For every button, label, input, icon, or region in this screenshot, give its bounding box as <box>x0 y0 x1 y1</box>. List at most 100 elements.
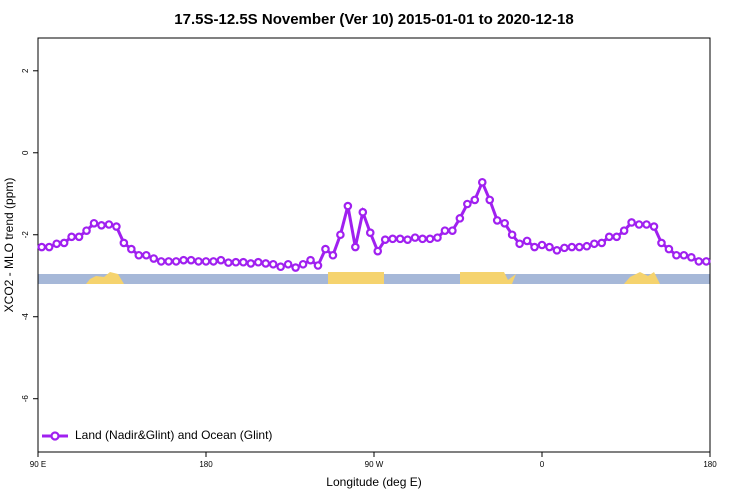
data-point <box>507 230 517 240</box>
data-point <box>239 257 248 267</box>
data-point <box>597 238 607 248</box>
data-point <box>104 220 114 229</box>
x-tick-label: 90 W <box>365 460 384 469</box>
data-point <box>560 243 569 253</box>
data-point <box>410 233 420 242</box>
data-point <box>351 242 360 252</box>
data-point <box>149 254 159 263</box>
data-point <box>537 240 547 250</box>
data-point <box>89 218 99 228</box>
data-point <box>672 250 681 260</box>
data-point <box>291 263 300 272</box>
legend-label: Land (Nadir&Glint) and Ocean (Glint) <box>75 428 272 442</box>
data-point <box>485 195 495 205</box>
data-point <box>44 242 54 252</box>
data-point <box>492 216 502 225</box>
data-point <box>477 177 487 187</box>
data-point <box>380 235 390 244</box>
data-point <box>216 255 226 265</box>
data-point <box>97 221 106 230</box>
data-point <box>179 255 188 265</box>
data-point <box>619 226 629 235</box>
y-tick-label: -2 <box>21 231 30 239</box>
data-point <box>209 257 218 266</box>
data-point <box>687 252 696 262</box>
data-point <box>313 261 323 270</box>
data-point <box>470 195 480 205</box>
data-point <box>119 238 129 248</box>
data-point <box>201 257 211 266</box>
y-tick-label: 2 <box>21 68 30 73</box>
data-point <box>343 201 353 211</box>
data-point <box>582 241 592 251</box>
data-point <box>127 244 136 254</box>
data-point <box>433 233 442 242</box>
data-point <box>500 218 509 228</box>
data-point <box>253 257 263 267</box>
y-axis-label: XCO2 - MLO trend (ppm) <box>2 178 16 313</box>
data-point <box>522 236 532 246</box>
data-point <box>515 239 524 249</box>
data-point <box>156 257 166 266</box>
data-point <box>134 250 144 260</box>
data-point <box>268 259 278 269</box>
data-point <box>627 218 636 227</box>
data-point <box>694 257 704 266</box>
data-point <box>530 242 539 252</box>
data-point <box>612 232 621 242</box>
data-point <box>567 242 577 252</box>
x-tick-label: 180 <box>199 460 213 469</box>
data-point <box>448 226 457 235</box>
data-point <box>283 259 293 269</box>
data-point <box>306 255 315 265</box>
x-tick-label: 90 E <box>30 460 46 469</box>
data-point <box>52 239 61 249</box>
y-tick-label: -4 <box>21 313 30 321</box>
data-point <box>74 232 84 242</box>
data-point <box>604 232 614 242</box>
data-point <box>679 250 689 260</box>
data-point <box>455 214 465 223</box>
data-point <box>575 242 584 252</box>
data-point <box>552 246 562 255</box>
data-point <box>440 226 450 235</box>
data-point <box>373 246 383 256</box>
data-point <box>261 259 271 268</box>
data-point <box>403 235 412 244</box>
data-point <box>358 207 368 217</box>
data-point <box>67 232 76 242</box>
data-point <box>664 244 674 254</box>
data-point <box>589 239 599 249</box>
data-point <box>186 255 196 265</box>
legend-marker <box>50 431 60 441</box>
data-point <box>82 226 91 235</box>
data-point <box>418 234 427 244</box>
data-point <box>634 220 644 229</box>
x-axis-label: Longitude (deg E) <box>326 475 421 489</box>
data-point <box>194 257 203 266</box>
data-point <box>112 222 121 231</box>
data-point <box>701 257 711 266</box>
x-tick-label: 180 <box>703 460 717 469</box>
chart-title: 17.5S-12.5S November (Ver 10) 2015-01-01… <box>174 11 573 28</box>
data-point <box>463 199 472 209</box>
data-point <box>37 242 47 252</box>
y-tick-label: -6 <box>21 395 30 403</box>
data-point <box>657 238 666 248</box>
data-point <box>59 238 69 248</box>
y-tick-label: 0 <box>21 150 30 155</box>
data-point <box>649 222 659 231</box>
data-point <box>336 230 345 240</box>
data-point <box>171 257 181 266</box>
data-point <box>642 220 651 229</box>
data-point <box>224 258 233 267</box>
data-point <box>298 259 308 269</box>
data-point <box>164 257 173 266</box>
data-point <box>388 234 397 244</box>
data-point <box>425 234 435 244</box>
land-ocean-strip <box>38 272 710 284</box>
data-point <box>545 242 554 252</box>
data-point <box>141 250 151 260</box>
data-point <box>231 257 241 267</box>
